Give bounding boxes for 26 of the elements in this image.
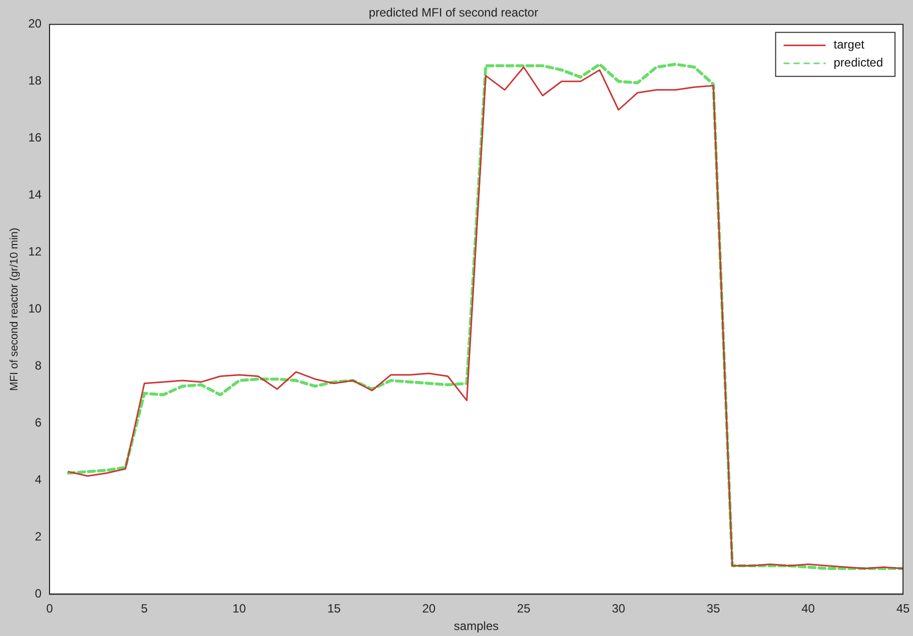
y-tick-label: 16 [28, 130, 42, 145]
x-tick-label: 40 [801, 602, 816, 616]
y-tick-label: 20 [28, 16, 42, 31]
y-axis-title: MFI of second reactor (gr/10 min) [8, 228, 21, 391]
x-tick-label: 35 [706, 602, 720, 616]
x-tick-label: 10 [232, 602, 246, 616]
y-tick-label: 14 [28, 188, 42, 202]
x-tick-label: 0 [46, 602, 54, 616]
y-tick-label: 18 [28, 74, 42, 88]
x-tick-label: 30 [612, 602, 626, 616]
x-tick-label: 45 [896, 602, 910, 616]
y-tick-label: 6 [34, 416, 42, 430]
x-tick-label: 25 [517, 602, 531, 616]
x-tick-label: 5 [141, 602, 148, 616]
x-axis-title: samples [454, 619, 499, 634]
y-tick-label: 0 [34, 586, 42, 601]
y-tick-label: 12 [28, 244, 42, 259]
legend-label: target [834, 38, 865, 52]
chart-title: predicted MFI of second reactor [368, 6, 538, 20]
y-tick-label: 2 [34, 530, 42, 544]
y-tick-label: 10 [28, 302, 42, 316]
y-tick-label: 4 [34, 472, 42, 487]
y-tick-label: 8 [34, 358, 42, 373]
legend-label: predicted [834, 56, 884, 70]
x-tick-label: 15 [327, 602, 342, 616]
x-tick-label: 20 [422, 602, 436, 616]
